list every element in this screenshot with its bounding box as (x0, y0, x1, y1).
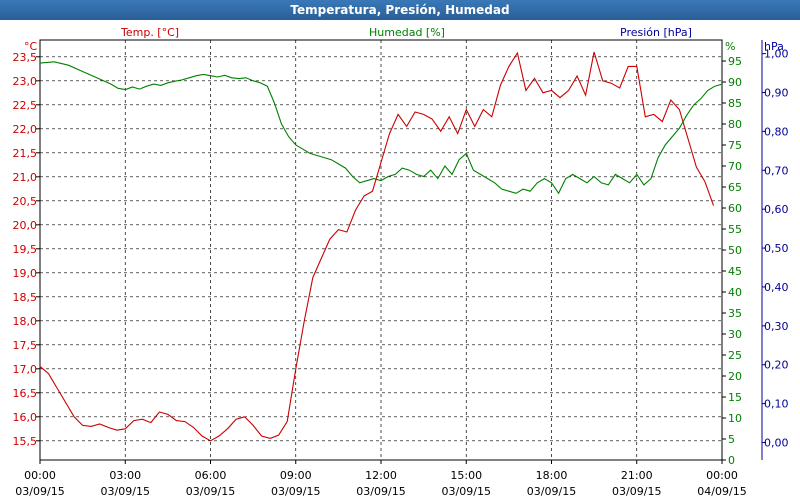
humidity-series-line (39, 61, 723, 195)
humidity-tick-label: 30 (728, 328, 742, 341)
pressure-tick-label: 0,10 (764, 398, 789, 411)
pressure-tick-label: 0,30 (764, 320, 789, 333)
x-tick-date: 03/09/15 (271, 485, 320, 498)
humidity-unit-label: % (725, 40, 735, 53)
pressure-tick-label: 0,20 (764, 359, 789, 372)
humidity-tick-label: 95 (728, 55, 742, 68)
pressure-unit-label: hPa (764, 40, 784, 53)
pressure-tick-label: 0,90 (764, 87, 789, 100)
pressure-tick-label: 0,00 (764, 437, 789, 450)
humidity-tick-label: 35 (728, 307, 742, 320)
x-tick-time: 00:00 (24, 469, 56, 482)
temp-tick-label: 23,5 (13, 51, 38, 64)
pressure-tick-label: 0,60 (764, 203, 789, 216)
temp-tick-label: 18,5 (13, 291, 38, 304)
humidity-tick-label: 85 (728, 97, 742, 110)
humidity-tick-label: 20 (728, 370, 742, 383)
x-tick-date: 03/09/15 (356, 485, 405, 498)
axis-labels: 15,5 16,0 16,5 17,0 17,5 18,0 18,5 19,0 19,5 20,0… (13, 26, 789, 498)
humidity-axis-title: Humedad [%] (369, 26, 445, 39)
chart-canvas: 15,5 16,0 16,5 17,0 17,5 18,0 18,5 19,0 19,5 20,0… (13, 26, 789, 498)
humidity-tick-label: 40 (728, 286, 742, 299)
humidity-tick-label: 60 (728, 202, 742, 215)
temp-tick-label: 23,0 (13, 75, 38, 88)
humidity-tick-label: 5 (728, 433, 735, 446)
x-tick-date: 03/09/15 (612, 485, 661, 498)
humidity-tick-label: 10 (728, 412, 742, 425)
x-tick-time: 06:00 (195, 469, 227, 482)
temp-tick-label: 17,0 (13, 363, 38, 376)
temp-tick-label: 21,5 (13, 147, 38, 160)
temp-tick-label: 18,0 (13, 315, 38, 328)
humidity-tick-label: 80 (728, 118, 742, 131)
x-tick-date: 03/09/15 (442, 485, 491, 498)
temp-axis-title: Temp. [°C] (120, 26, 179, 39)
pressure-tick-label: 1,00 (764, 48, 789, 61)
temp-tick-label: 19,0 (13, 267, 38, 280)
temp-tick-label: 22,0 (13, 123, 38, 136)
humidity-tick-label: 45 (728, 265, 742, 278)
grid (39, 39, 723, 461)
humidity-tick-label: 70 (728, 160, 742, 173)
temp-tick-label: 16,5 (13, 387, 38, 400)
temperature-series-line (39, 51, 715, 442)
temp-tick-label: 17,5 (13, 339, 38, 352)
x-tick-date: 04/09/15 (697, 485, 746, 498)
axes (36, 40, 766, 464)
x-tick-date: 03/09/15 (186, 485, 235, 498)
x-tick-time: 21:00 (621, 469, 653, 482)
x-tick-time: 09:00 (280, 469, 312, 482)
pressure-tick-label: 0,40 (764, 281, 789, 294)
temp-tick-label: 15,5 (13, 435, 38, 448)
x-tick-date: 03/09/15 (101, 485, 150, 498)
x-tick-time: 12:00 (365, 469, 397, 482)
temp-tick-label: 20,0 (13, 219, 38, 232)
pressure-tick-label: 0,70 (764, 164, 789, 177)
chart-title: Temperatura, Presión, Humedad (0, 0, 800, 20)
x-tick-date: 03/09/15 (15, 485, 64, 498)
humidity-tick-label: 55 (728, 223, 742, 236)
humidity-tick-label: 65 (728, 181, 742, 194)
humidity-tick-label: 50 (728, 244, 742, 257)
pressure-axis-title: Presión [hPa] (620, 26, 692, 39)
x-tick-time: 03:00 (109, 469, 141, 482)
series-layer (39, 51, 723, 442)
humidity-tick-label: 0 (728, 454, 735, 467)
temp-tick-label: 16,0 (13, 411, 38, 424)
pressure-tick-label: 0,50 (764, 242, 789, 255)
x-tick-time: 00:00 (706, 469, 738, 482)
humidity-tick-label: 15 (728, 391, 742, 404)
temp-tick-label: 20,5 (13, 195, 38, 208)
humidity-tick-label: 25 (728, 349, 742, 362)
temp-tick-label: 22,5 (13, 99, 38, 112)
humidity-tick-label: 90 (728, 76, 742, 89)
temp-tick-label: 21,0 (13, 171, 38, 184)
x-tick-date: 03/09/15 (527, 485, 576, 498)
temp-tick-label: 19,5 (13, 243, 38, 256)
temp-unit-label: °C (24, 40, 38, 53)
x-tick-time: 18:00 (536, 469, 568, 482)
pressure-tick-label: 0,80 (764, 125, 789, 138)
humidity-tick-label: 75 (728, 139, 742, 152)
x-tick-time: 15:00 (450, 469, 482, 482)
